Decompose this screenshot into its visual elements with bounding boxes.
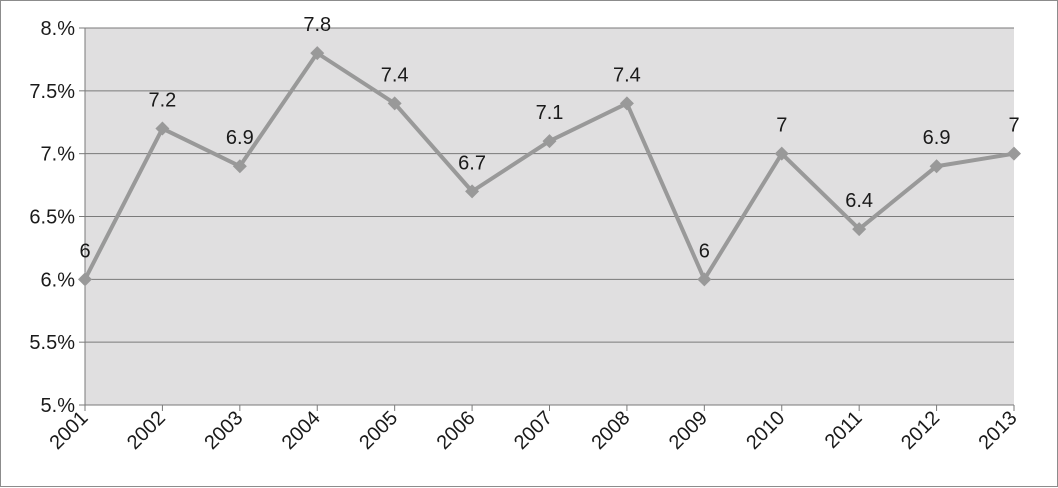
data-point-marker [232, 159, 247, 174]
data-point-marker [1007, 146, 1021, 161]
y-tick-label: 5.% [41, 395, 76, 417]
data-point-marker [619, 96, 634, 111]
x-tick-label: 2009 [665, 407, 712, 454]
y-tick-label: 7.% [41, 144, 76, 166]
data-label: 7.4 [381, 64, 409, 86]
data-label: 6.4 [845, 190, 873, 212]
data-label: 6.9 [226, 127, 254, 149]
x-tick-label: 2005 [355, 407, 402, 454]
data-point-marker [697, 272, 712, 287]
y-tick-label: 5.5% [29, 332, 75, 354]
x-tick-label: 2004 [278, 407, 325, 454]
data-label: 7 [776, 115, 787, 137]
data-point-marker [465, 184, 480, 199]
data-point-marker [542, 134, 557, 149]
x-tick-label: 2011 [821, 407, 867, 453]
data-point-marker [387, 96, 402, 111]
x-tick-label: 2012 [897, 407, 944, 454]
y-tick-label: 6.5% [29, 207, 75, 229]
x-tick-label: 2010 [742, 407, 789, 454]
x-tick-label: 2007 [510, 407, 557, 454]
data-label: 7 [1008, 115, 1019, 137]
y-tick-label: 7.5% [29, 81, 75, 103]
x-tick-label: 2006 [433, 407, 480, 454]
data-label: 7.1 [536, 102, 564, 124]
data-point-marker [78, 272, 92, 287]
x-tick-label: 2002 [123, 407, 170, 454]
data-point-marker [929, 159, 944, 174]
data-label: 7.4 [613, 64, 641, 86]
data-point-marker [774, 146, 789, 161]
data-label: 6.7 [458, 152, 486, 174]
y-tick-label: 6.% [41, 269, 76, 291]
data-label: 6.9 [923, 127, 951, 149]
x-tick-label: 2013 [975, 407, 1022, 454]
data-label: 7.8 [303, 14, 331, 36]
data-label: 7.2 [149, 90, 177, 112]
data-label: 6 [699, 240, 710, 262]
data-point-marker [310, 46, 325, 61]
x-tick-label: 2003 [200, 407, 247, 454]
data-label: 6 [79, 240, 90, 262]
data-point-marker [155, 121, 170, 136]
y-tick-label: 8.% [41, 18, 76, 40]
data-point-marker [852, 222, 867, 237]
x-tick-label: 2008 [587, 407, 634, 454]
